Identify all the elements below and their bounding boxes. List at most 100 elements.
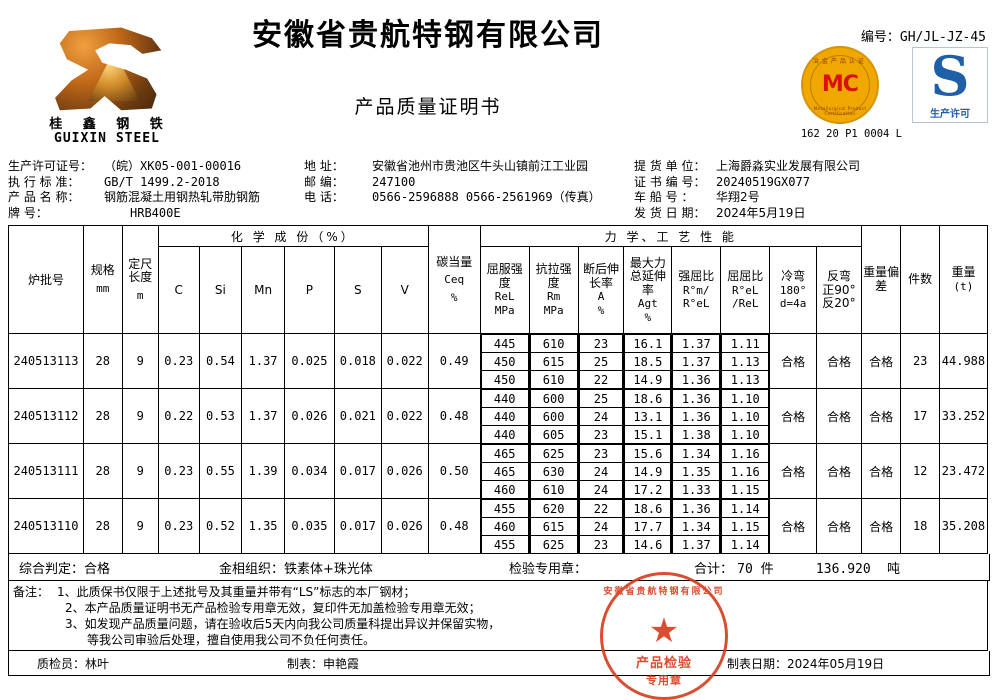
cell-spec: 28 xyxy=(82,443,123,500)
cell-c: 0.22 xyxy=(157,388,200,445)
remarks-block: 备注： 1、此质保书仅限于上述批号及其重量并带有“LS”标志的本厂钢材； 2、本产… xyxy=(8,581,988,652)
info-product-name: 产 品 名 称： 钢筋混凝土用钢热轧带肋钢筋 xyxy=(8,190,304,206)
inspection-stamp-label: 检验专用章： xyxy=(509,561,588,577)
cell-strength-ratio: 1.37 xyxy=(672,334,721,354)
mc-badge-letters: MC xyxy=(821,72,859,97)
cell-ceq: 0.50 xyxy=(427,443,481,500)
cell-c: 0.23 xyxy=(157,333,200,390)
cell-strength-ratio: 1.36 xyxy=(672,389,721,409)
info-value: 上海爵淼实业发展有限公司 xyxy=(716,159,861,173)
quality-data-table: 炉批号 规格 mm 定尺长度 m 化 学 成 份（%） 碳当量 Ceq xyxy=(8,225,989,555)
table-row: 240513113 28 9 0.23 0.54 1.37 0.025 0.018 0.022 0… xyxy=(8,333,989,390)
cell-yield-strength-group: 455 460 455 xyxy=(479,498,530,555)
cell-heat-no: 240513112 xyxy=(8,388,84,445)
col-s: S xyxy=(333,246,382,335)
info-vehicle-no: 车 船 号 ： 华翔2号 xyxy=(634,190,988,206)
verdict-value: 合格 xyxy=(84,561,111,577)
cell-pieces: 12 xyxy=(900,443,940,500)
col-weight-deviation: 重量偏差 xyxy=(860,225,902,335)
document-info: 生产许可证号： （皖）XK05-001-00016 执 行 标 准： GB/T 14… xyxy=(0,158,996,223)
total-pieces: 70 件 xyxy=(737,561,774,577)
cell-tensile-strength: 615 xyxy=(529,517,578,537)
sq-license-icon: S 生产许可 xyxy=(912,47,988,123)
table-row: 240513110 28 9 0.23 0.52 1.35 0.035 0.017 0.026 0… xyxy=(8,498,989,555)
col-heat-no: 炉批号 xyxy=(8,225,84,335)
mc-arc-top-text: 冶金产品认证 xyxy=(812,58,867,65)
info-value: 华翔2号 xyxy=(716,190,760,205)
logo-english-name: GUIXIN STEEL xyxy=(54,131,160,146)
cell-rebend: 合格 xyxy=(816,498,862,555)
mc-certification-icon: 冶金产品认证 MC Metallurgical Product Certific… xyxy=(800,46,879,124)
cell-yield-ratio: 1.16 xyxy=(721,444,770,464)
cell-yield-ratio: 1.13 xyxy=(721,370,770,389)
col-tensile-strength: 抗拉强度 Rm MPa xyxy=(528,246,579,335)
cell-tensile-strength: 605 xyxy=(529,425,578,444)
inspector-value: 林叶 xyxy=(85,656,110,671)
cell-strength-ratio: 1.34 xyxy=(672,444,721,464)
cell-agt-group: 15.6 14.9 17.2 xyxy=(623,443,673,500)
cell-elongation-group: 23 25 22 xyxy=(577,333,625,390)
cell-tensile-strength: 625 xyxy=(529,535,578,554)
cell-mn: 1.37 xyxy=(241,388,285,445)
cell-s: 0.017 xyxy=(333,498,382,555)
cell-p: 0.026 xyxy=(283,388,335,445)
info-grade: 牌 号： HRB400E xyxy=(8,206,304,222)
cell-length: 9 xyxy=(121,443,159,500)
cell-strength-ratio: 1.37 xyxy=(672,535,721,554)
cell-agt: 13.1 xyxy=(624,407,672,427)
remarks-line-1: 备注： 1、此质保书仅限于上述批号及其重量并带有“LS”标志的本厂钢材； xyxy=(13,584,987,600)
company-title: 安徽省贵航特钢有限公司 xyxy=(252,18,604,53)
cell-yield-strength: 460 xyxy=(480,517,529,537)
col-spec: 规格 mm xyxy=(82,225,123,335)
sq-badge-label: 生产许可 xyxy=(930,109,970,120)
cell-pieces: 23 xyxy=(900,333,940,390)
col-length: 定尺长度 m xyxy=(121,225,159,335)
remark-item: 1、此质保书仅限于上述批号及其重量并带有“LS”标志的本厂钢材； xyxy=(57,585,416,600)
metallography-label: 金相组织： xyxy=(219,561,285,577)
totals: 合计： 70 件 136.920 吨 xyxy=(694,558,900,577)
cell-weight-deviation: 合格 xyxy=(860,388,902,445)
cell-si: 0.52 xyxy=(198,498,243,555)
info-value: GB/T 1499.2-2018 xyxy=(104,174,220,189)
info-postcode: 邮 编： 247100 xyxy=(304,175,634,191)
info-standard: 执 行 标 准： GB/T 1499.2-2018 xyxy=(8,175,304,191)
inspector-label: 质检员： xyxy=(37,656,86,671)
cell-yield-strength: 460 xyxy=(480,480,529,499)
cell-tensile-strength: 615 xyxy=(529,352,578,372)
cell-agt: 14.9 xyxy=(624,462,672,482)
col-yield-strength: 屈服强度 ReL MPa xyxy=(479,246,530,335)
footer-row: 质检员：林叶 制表：申艳霞 制表日期：2024年05月19日 xyxy=(8,651,990,677)
cell-yield-strength-group: 465 465 460 xyxy=(479,443,530,500)
cell-tensile-strength: 600 xyxy=(529,389,578,409)
cell-elongation: 24 xyxy=(578,407,624,427)
cell-yield-strength: 455 xyxy=(480,535,529,554)
cell-si: 0.53 xyxy=(198,388,243,445)
info-address: 地 址： 安徽省池州市贵池区牛头山镇前江工业园 xyxy=(304,159,634,175)
col-si: Si xyxy=(198,246,243,335)
cell-agt: 17.7 xyxy=(624,517,672,537)
cell-yield-ratio-group: 1.11 1.13 1.13 xyxy=(720,333,771,390)
col-cold-bend: 冷弯 180° d=4a xyxy=(769,246,818,335)
metallography: 金相组织：铁素体+珠光体 xyxy=(219,558,509,577)
info-label: 电 话： xyxy=(304,190,344,205)
cell-strength-ratio: 1.37 xyxy=(672,352,721,372)
info-label: 地 址： xyxy=(304,159,344,173)
cell-yield-strength-group: 445 450 450 xyxy=(479,333,530,390)
cell-weight: 44.988 xyxy=(938,333,989,390)
cell-tensile-strength: 610 xyxy=(529,480,578,499)
cell-yield-strength: 450 xyxy=(480,352,529,372)
cell-s: 0.017 xyxy=(333,443,382,500)
cell-elongation: 23 xyxy=(578,444,624,464)
cell-si: 0.55 xyxy=(198,443,243,500)
cell-spec: 28 xyxy=(82,498,123,555)
cell-p: 0.034 xyxy=(283,443,335,500)
cell-agt: 14.6 xyxy=(624,535,672,554)
cell-pieces: 17 xyxy=(900,388,940,445)
cell-strength-ratio: 1.36 xyxy=(672,407,721,427)
preparer-label: 制表： xyxy=(287,656,324,671)
cell-yield-ratio: 1.15 xyxy=(721,480,770,499)
info-license-no: 生产许可证号： （皖）XK05-001-00016 xyxy=(8,159,304,175)
col-p: P xyxy=(283,246,335,335)
info-certificate-no: 证 书 编 号： 20240519GX077 xyxy=(634,175,988,191)
cell-strength-ratio: 1.34 xyxy=(672,517,721,537)
